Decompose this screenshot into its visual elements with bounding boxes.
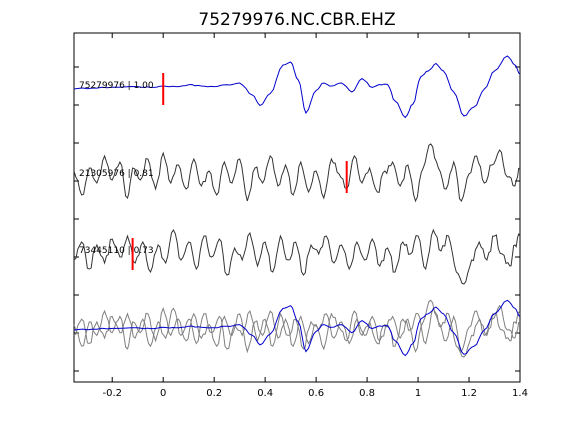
trace-line-75279976: [73, 55, 521, 119]
x-tick-label: 0.8: [359, 388, 375, 399]
x-tick-label: 0.4: [257, 388, 273, 399]
x-tick-label: 1.2: [461, 388, 477, 399]
x-tick-label: 1: [415, 388, 421, 399]
overlay-panel: [73, 299, 521, 358]
x-tick-label: -0.2: [102, 388, 122, 399]
trace-label-73445110: 73445110 | 0.73: [79, 246, 154, 256]
trace-line-73445110: [73, 228, 521, 285]
trace-labels: 75279976 | 1.00 21305976 | 0.81 73445110 |…: [79, 81, 154, 256]
chart-title: 75279976.NC.CBR.EHZ: [198, 10, 395, 30]
trace-line-21305976: [73, 143, 521, 203]
x-tick-label: 1.4: [512, 388, 528, 399]
trace-label-21305976: 21305976 | 0.81: [79, 169, 154, 179]
x-tick-label: 0: [160, 388, 166, 399]
axes: -0.2 0 0.2 0.4 0.6 0.8 1 1.2 1.4: [73, 32, 528, 399]
trace-panels: [73, 55, 521, 285]
overlay-line-21305976: [73, 299, 521, 354]
x-tick-label: 0.6: [308, 388, 324, 399]
plot-frame: [73, 32, 521, 383]
overlay-line-75279976: [73, 299, 521, 357]
x-tick-label: 0.2: [206, 388, 222, 399]
trace-label-75279976: 75279976 | 1.00: [79, 81, 154, 91]
overlay-line-73445110: [73, 307, 521, 358]
pick-markers: [131, 73, 348, 270]
